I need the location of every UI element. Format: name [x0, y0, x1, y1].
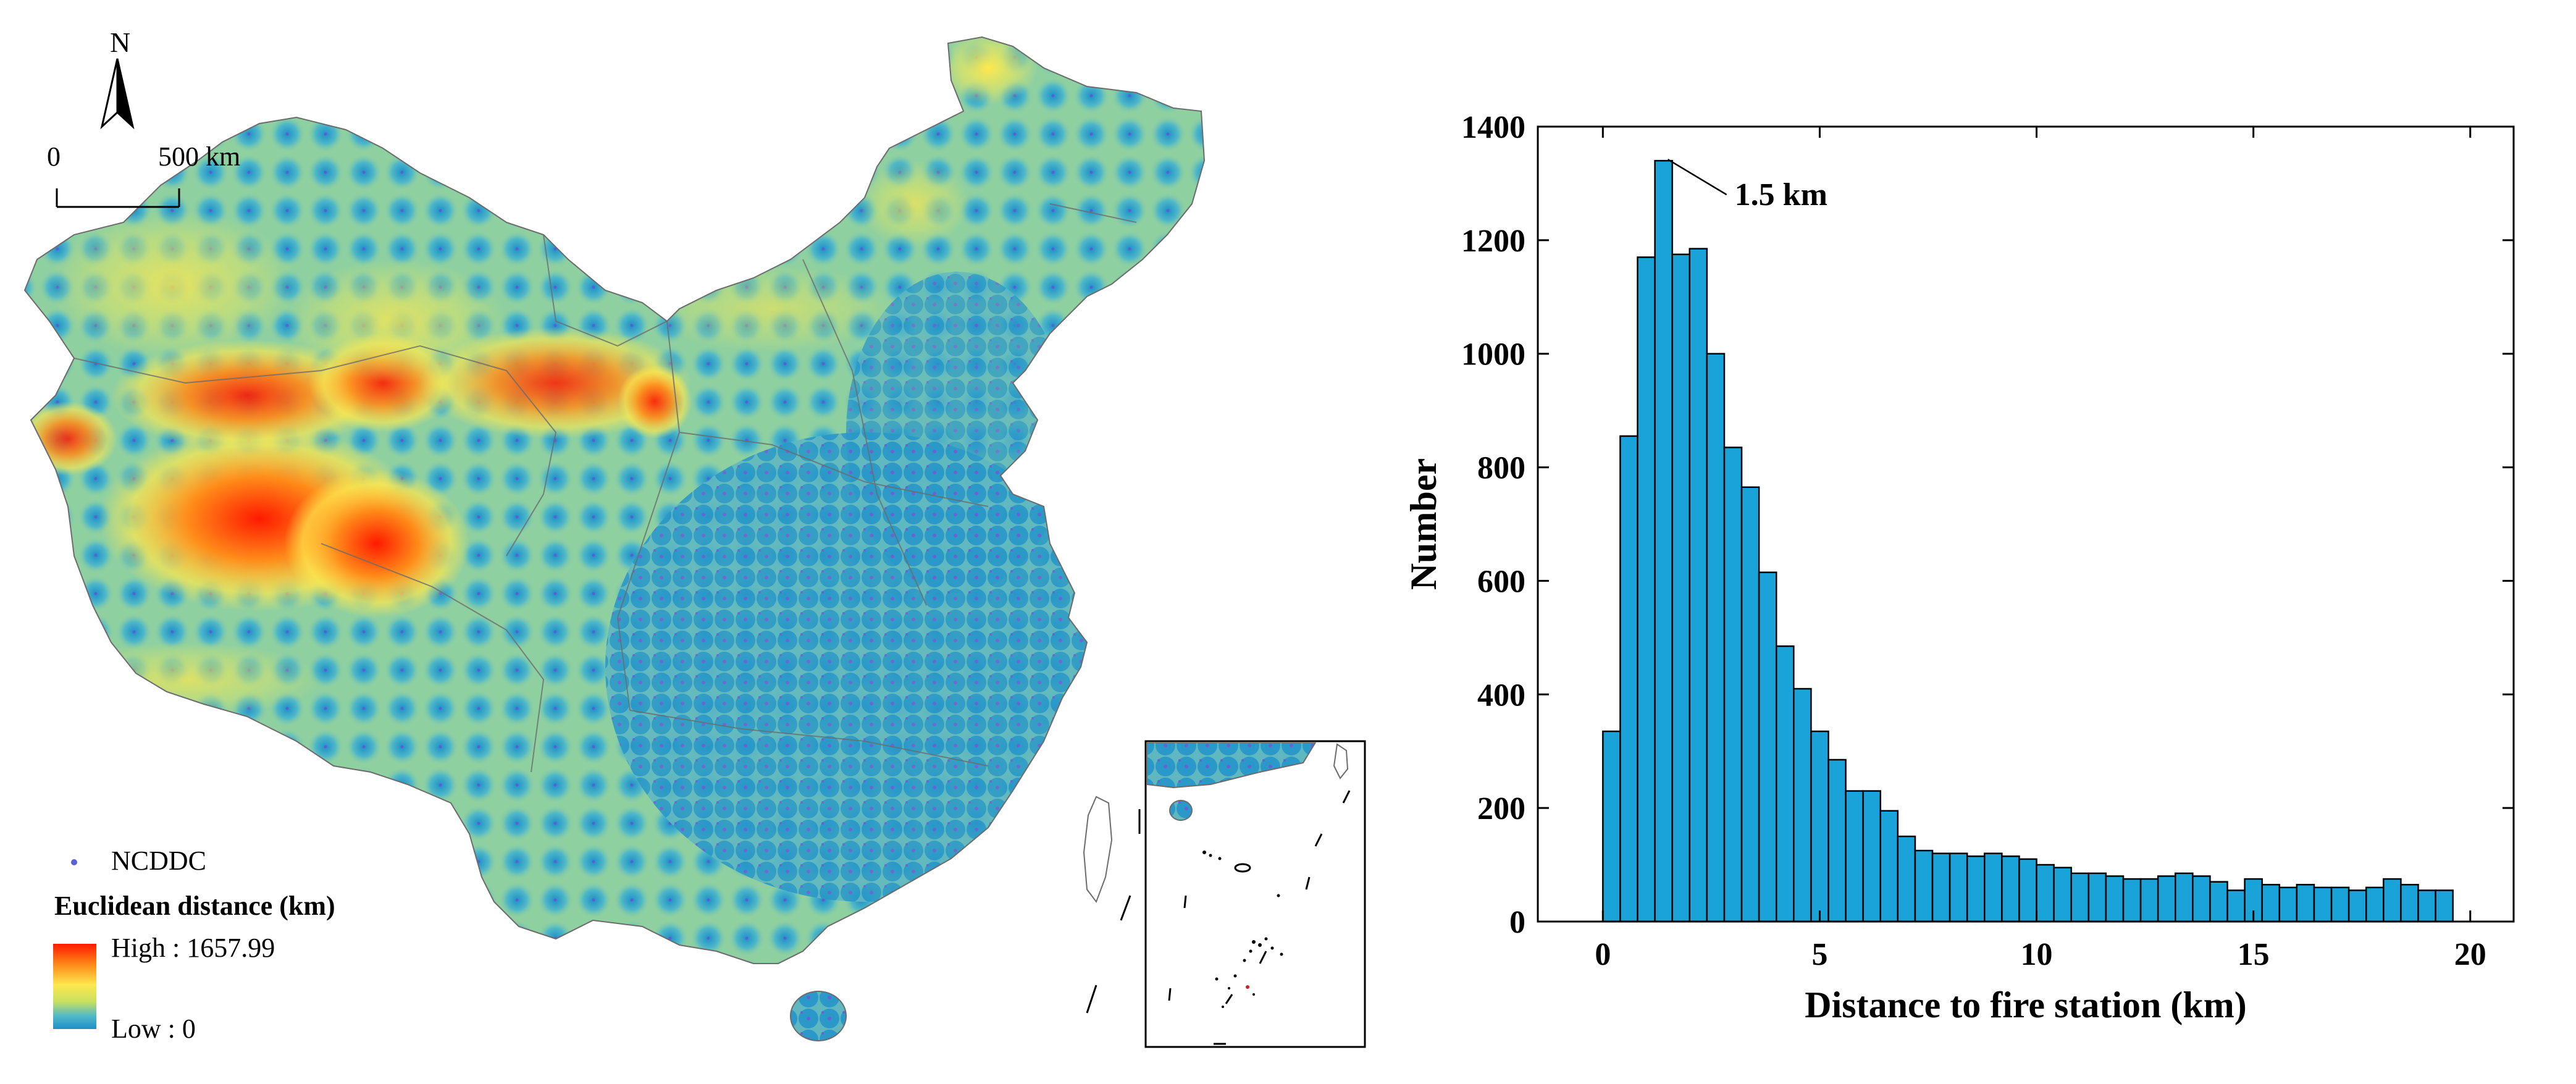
histogram-bar	[2383, 878, 2402, 923]
histogram-bar	[1949, 852, 1968, 923]
histogram-bar	[1602, 730, 1621, 923]
plot-frame	[1537, 125, 2515, 923]
histogram-bar	[2087, 872, 2107, 923]
histogram-bar	[1931, 852, 1951, 923]
histogram-bar	[2417, 889, 2436, 923]
scale-bar	[56, 188, 180, 208]
histogram-bar	[1723, 447, 1743, 923]
histogram-bar	[2313, 886, 2333, 923]
histogram-bar	[1862, 790, 1882, 923]
y-tick-label: 1000	[1461, 337, 1525, 372]
histogram-bar	[2070, 872, 2090, 923]
histogram-bar	[2400, 883, 2419, 923]
north-label: N	[110, 27, 131, 58]
legend-high-label: High : 1657.99	[111, 933, 275, 963]
peak-annotation: 1.5 km	[1668, 159, 1827, 212]
histogram-bar	[2435, 889, 2454, 923]
histogram-bar	[2347, 889, 2367, 923]
histogram-bar	[1740, 486, 1760, 923]
y-axis: 0 200 400 600 800 1000 1200 1400	[1461, 110, 2514, 940]
histogram-bar	[2261, 883, 2281, 923]
histogram-bar	[1810, 730, 1829, 923]
histogram-bar	[1827, 758, 1847, 923]
x-tick-label: 15	[2238, 937, 2270, 972]
scale-right-label: 500 km	[158, 141, 241, 172]
histogram-bar	[1879, 810, 1899, 923]
scale-left-label: 0	[47, 141, 61, 172]
histogram-bar	[2296, 883, 2315, 923]
histogram-bar	[2209, 881, 2228, 923]
histogram-bar	[2175, 872, 2194, 923]
x-tick-label: 20	[2454, 937, 2486, 972]
y-tick-label: 1200	[1461, 224, 1525, 259]
y-tick-label: 800	[1477, 451, 1525, 486]
x-axis-label: Distance to fire station (km)	[1805, 985, 2246, 1025]
x-tick-label: 0	[1595, 937, 1611, 972]
histogram-bar	[1758, 571, 1777, 923]
histogram-bar	[2365, 886, 2385, 923]
histogram-bar	[2053, 867, 2072, 923]
chart-panel: 0 200 400 600 800 1000 1200 1400 0 5 10 15 20 1.5 k…	[1383, 0, 2576, 1081]
south-china-sea-inset	[1144, 740, 1366, 1048]
histogram-bar	[1619, 435, 1638, 923]
annotation-label: 1.5 km	[1735, 177, 1827, 212]
histogram-bar	[2122, 878, 2142, 923]
legend-color-ramp	[53, 944, 96, 1029]
histogram-bar	[2278, 886, 2298, 923]
histogram-bar	[2330, 886, 2350, 923]
histogram-bar	[1845, 790, 1864, 923]
histogram-bar	[1984, 852, 2003, 923]
histogram-bar	[2036, 863, 2055, 923]
legend-low-label: Low : 0	[111, 1014, 196, 1044]
histogram-bar	[2192, 875, 2211, 923]
legend-title: Euclidean distance (km)	[54, 891, 335, 921]
histogram-bar	[1689, 248, 1708, 923]
hainan-island	[790, 991, 847, 1041]
histogram-bar	[2157, 875, 2176, 923]
histogram-bar	[1914, 849, 1934, 923]
histogram-bar	[1637, 256, 1656, 923]
histogram-bar	[2018, 858, 2037, 923]
y-tick-label: 400	[1477, 678, 1525, 713]
histogram-bar	[1706, 353, 1726, 923]
taiwan-outline	[1083, 796, 1113, 904]
x-tick-label: 5	[1811, 937, 1827, 972]
histogram-bar	[1897, 835, 1916, 923]
histogram-bar	[1654, 159, 1673, 923]
histogram-bar	[1966, 855, 1986, 923]
histogram-bar	[1671, 253, 1691, 923]
distance-map	[24, 36, 1366, 1048]
y-tick-label: 1400	[1461, 110, 1525, 145]
province-boundaries	[73, 203, 1137, 773]
legend-point-label: NCDDC	[111, 846, 207, 876]
histogram-bar	[1775, 645, 1795, 923]
north-arrow-icon	[100, 58, 135, 130]
y-axis-label: Number	[1403, 458, 1444, 590]
y-tick-label: 0	[1509, 905, 1525, 940]
y-tick-label: 600	[1477, 564, 1525, 599]
x-axis: 0 5 10 15 20	[1595, 127, 2486, 972]
histogram-bar	[2001, 855, 2020, 923]
y-tick-label: 200	[1477, 791, 1525, 826]
histogram-bar	[2226, 889, 2246, 923]
annotation-leader	[1668, 159, 1727, 196]
histogram-bar	[1793, 687, 1812, 923]
x-tick-label: 10	[2021, 937, 2053, 972]
map-panel: N 0 500 km NCDDC Euclidean distance (km)…	[24, 27, 1366, 1048]
histogram-bar	[2105, 875, 2125, 923]
bars-group	[1602, 159, 2454, 923]
histogram-bar	[2139, 878, 2159, 923]
maritime-dashes	[1086, 809, 1141, 1014]
histogram-chart: 0 200 400 600 800 1000 1200 1400 0 5 10 15 20 1.5 k…	[1403, 110, 2515, 1025]
ncddc-marker-icon	[71, 859, 77, 865]
